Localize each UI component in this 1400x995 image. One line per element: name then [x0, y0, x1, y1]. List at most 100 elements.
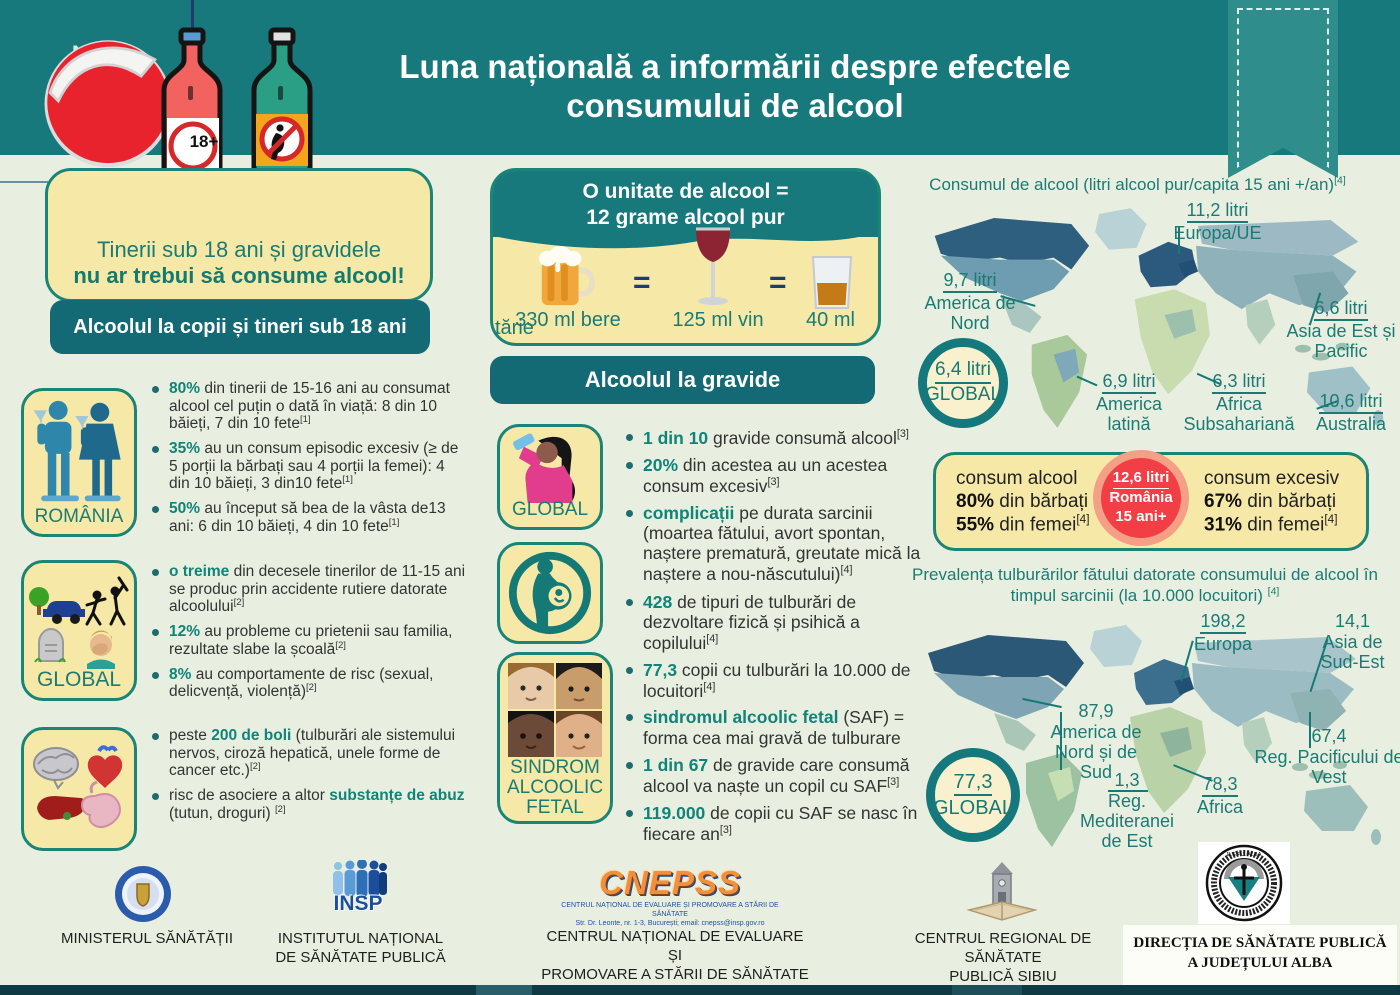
romania-icon-box: ROMÂNIA — [21, 388, 137, 537]
cnepss-logo-caption: CENTRUL NAȚIONAL DE EVALUARE ȘI PROMOVAR… — [561, 902, 779, 928]
decor-vertical-line — [191, 0, 194, 28]
section-title-pregnant: Alcoolul la gravide — [490, 356, 875, 404]
map-label-asia-est: 6,6 litri Asia de Est și Pacific — [1286, 298, 1396, 362]
child-face-photo — [508, 663, 554, 709]
page-title-line1: Luna națională a informării despre efect… — [399, 48, 1071, 85]
decor-horizontal-line — [0, 181, 48, 183]
map2-label-mediterana: 1,3 Reg. Mediteranei de Est — [1079, 770, 1175, 852]
org-label-insp: INSTITUTUL NAȚIONAL DE SĂNĂTATE PUBLICĂ — [275, 930, 446, 966]
saf-label-line2: ALCOOLIC — [506, 777, 604, 798]
global-label: GLOBAL — [511, 499, 589, 520]
map2-label-europa: 198,2 Europa — [1193, 611, 1253, 655]
global-icon-box: GLOBAL — [21, 560, 137, 701]
bullet-item: 80% din tinerii de 15-16 ani au consumat… — [148, 380, 468, 433]
world-map-prevalence — [928, 625, 1381, 847]
bottle-18plus-badge: 18+ — [189, 132, 219, 151]
map2-label-america: 87,9 America de Nord și de Sud — [1050, 701, 1142, 783]
red-sticker-icon — [44, 40, 172, 168]
warning-box: Tinerii sub 18 ani și gravidele nu ar tr… — [45, 168, 433, 302]
map2-label-africa: 78,3 Africa — [1196, 774, 1243, 818]
people-drinking-icon — [33, 400, 121, 502]
bullet-item: 8% au comportamente de risc (sexual, del… — [148, 666, 468, 701]
child-face-photo — [508, 711, 554, 757]
map-label-africa-sub: 6,3 litri Africa Subsahariană — [1183, 371, 1295, 435]
saf-label-line1: SINDROM — [510, 757, 600, 778]
bottom-strip — [0, 985, 1400, 995]
map2-label-pacific: 67,4 Reg. Pacificului de Vest — [1254, 726, 1400, 788]
wine-label: 125 ml vin — [672, 309, 764, 331]
alba-text-card: DIRECȚIA DE SĂNĂTATE PUBLICĂ A JUDEȚULUI… — [1123, 925, 1397, 985]
map-label-europa: 11,2 litri Europa/UE — [1173, 200, 1262, 244]
saf-label-line3: FETAL — [526, 797, 584, 818]
guvernul-romaniei-logo — [115, 866, 171, 922]
romania-circle-badge: 12,6 litri România 15 ani+ — [1093, 450, 1189, 546]
bullet-item: peste 200 de boli (tulburări ale sistemu… — [148, 727, 468, 780]
header-wave — [493, 228, 872, 249]
excess-stats: consum excesiv 67% din bărbați 31% din f… — [1204, 468, 1340, 536]
map-consumption-title: Consumul de alcool (litri alcool pur/cap… — [929, 174, 1346, 194]
map2-label-asia-sudest: 14,1 Asia de Sud-Est — [1320, 611, 1385, 673]
global-bullet-list: o treime din decesele tinerilor de 11-15… — [148, 563, 468, 708]
bullet-item: 35% au un consum episodic excesiv (≥ de … — [148, 440, 468, 493]
organs-icon-box — [21, 727, 137, 851]
bullet-item: complicații pe durata sarcinii (moartea … — [622, 503, 922, 585]
beer-mug-icon — [538, 245, 595, 306]
bullet-item: 50% au început să bea de la vâsta de13 a… — [148, 500, 468, 535]
warning-line2: nu ar trebui să consume alcool! — [73, 263, 405, 288]
children-faces-photos — [508, 663, 602, 757]
org-label-sibiu: CENTRUL REGIONAL DE SĂNĂTATE PUBLICĂ SIB… — [914, 930, 1092, 985]
romania-bullet-list: 80% din tinerii de 15-16 ani au consumat… — [148, 380, 468, 543]
global-pregnant-icon-box: GLOBAL — [497, 424, 603, 530]
diseases-bullet-list: peste 200 de boli (tulburări ale sistemu… — [148, 727, 468, 830]
romania-label: ROMÂNIA — [34, 506, 124, 527]
bullet-item: 20% din acestea au un acestea consum exc… — [622, 455, 922, 497]
seal-text: D.S.P.J. ALBA — [1227, 852, 1262, 858]
global-label: GLOBAL — [36, 668, 122, 691]
equals-sign: = — [769, 266, 787, 299]
beer-label: 330 ml bere — [515, 309, 621, 331]
risk-icons — [29, 576, 129, 669]
alcohol-unit-box: O unitate de alcool = 12 grame alcool pu… — [490, 168, 881, 346]
global-prevalence-circle: 77,3 GLOBAL — [926, 748, 1020, 842]
org-label-cnepss: CENTRUL NAȚIONAL DE EVALUARE ȘI PROMOVAR… — [541, 928, 809, 983]
map-connector — [1060, 712, 1062, 770]
dspj-alba-seal: D.S.P.J. ALBA — [1205, 844, 1283, 922]
child-face-photo — [556, 663, 602, 709]
section-title-children: Alcoolul la copii și tineri sub 18 ani — [50, 300, 430, 354]
sibiu-tower-logo — [966, 862, 1038, 921]
wine-glass-icon — [696, 227, 730, 305]
bullet-item: 12% au probleme cu prietenii sau familia… — [148, 623, 468, 658]
insp-logo-word: INSP — [333, 892, 383, 915]
warning-line1: Tinerii sub 18 ani și gravidele — [96, 237, 382, 262]
alba-seal-box: D.S.P.J. ALBA — [1198, 842, 1290, 924]
bullet-item: 428 de tipuri de tulburări de dezvoltare… — [622, 592, 922, 654]
equals-sign: = — [633, 266, 651, 299]
map-label-america-nord: 9,7 litri America de Nord — [924, 270, 1016, 334]
org-label-alba: DIRECȚIA DE SĂNĂTATE PUBLICĂ A JUDEȚULUI… — [1133, 935, 1387, 972]
spirit-label: 40 ml — [806, 309, 855, 331]
woman-drinking-icon — [513, 433, 576, 503]
pregnant-woman-icon — [508, 551, 592, 635]
child-face-photo — [556, 711, 602, 757]
org-label-minister: MINISTERUL SĂNĂTĂȚII — [61, 930, 233, 947]
cnepss-logo: CNEPSS — [599, 864, 741, 901]
global-average-circle: 6,4 litri GLOBAL — [918, 338, 1008, 428]
bullet-item: sindromul alcoolic fetal (SAF) = forma c… — [622, 707, 922, 749]
unit-box-header: O unitate de alcool = 12 grame alcool pu… — [493, 171, 878, 237]
map-connector — [1178, 226, 1180, 254]
header-band — [0, 0, 1400, 155]
map-connector — [1108, 790, 1148, 792]
bullet-item: 77,3 copii cu tulburări la 10.000 de loc… — [622, 660, 922, 702]
world-map-consumption — [934, 208, 1384, 428]
bullet-item: 1 din 67 de gravide care consumă alcool … — [622, 755, 922, 797]
map-connector — [1309, 712, 1311, 748]
page-title: Luna națională a informării despre efect… — [330, 48, 1140, 126]
consumption-stats: consum alcool 80% din bărbați 55% din fe… — [956, 468, 1090, 536]
whiskey-glass-icon — [811, 256, 853, 309]
pregnancy-icon-box — [497, 542, 603, 644]
bullet-item: 119.000 de copii cu SAF se nasc în fieca… — [622, 803, 922, 845]
map-label-america-latina: 6,9 litri America latină — [1095, 371, 1162, 435]
bullet-item: risc de asociere a altor substanțe de ab… — [148, 787, 468, 822]
fetal-alcohol-syndrome-box: SINDROM ALCOOLIC FETAL — [497, 652, 613, 824]
